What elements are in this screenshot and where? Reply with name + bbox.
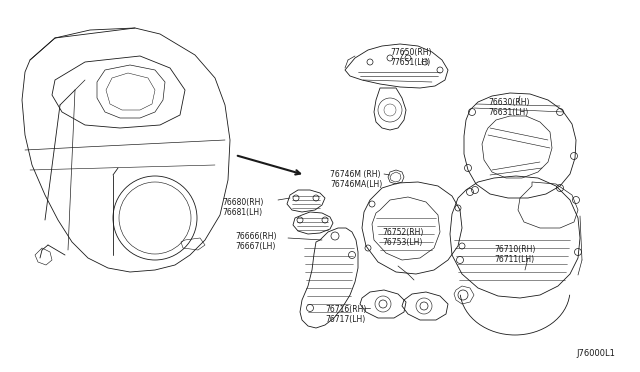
Text: 76752(RH)
76753(LH): 76752(RH) 76753(LH)	[382, 228, 424, 247]
Text: 76666(RH)
76667(LH): 76666(RH) 76667(LH)	[235, 232, 276, 251]
Text: 76680(RH)
76681(LH): 76680(RH) 76681(LH)	[222, 198, 264, 217]
Text: 76630(RH)
76631(LH): 76630(RH) 76631(LH)	[488, 98, 529, 118]
Text: J76000L1: J76000L1	[576, 349, 615, 358]
Text: 76716(RH)
76717(LH): 76716(RH) 76717(LH)	[325, 305, 366, 324]
Text: 76710(RH)
76711(LH): 76710(RH) 76711(LH)	[494, 245, 536, 264]
Text: 76746M (RH)
76746MA(LH): 76746M (RH) 76746MA(LH)	[330, 170, 382, 189]
Text: 77650(RH)
77651(LH): 77650(RH) 77651(LH)	[390, 48, 431, 67]
